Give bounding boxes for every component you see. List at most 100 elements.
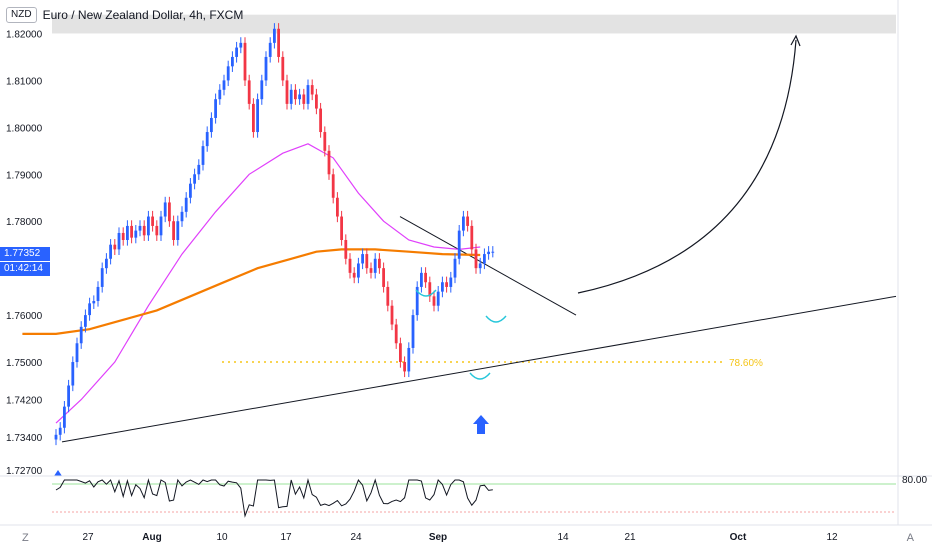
candle <box>470 220 474 256</box>
candle <box>147 210 150 241</box>
resistance-trendline[interactable] <box>399 216 577 316</box>
x-tick-label: 27 <box>82 532 94 543</box>
candle-body <box>327 150 331 175</box>
candle-body <box>210 117 213 133</box>
candle <box>336 192 339 223</box>
candle <box>121 227 125 246</box>
candle <box>399 337 402 368</box>
candle <box>75 337 79 368</box>
zoom-reset-button[interactable]: Z <box>22 532 29 544</box>
candle <box>117 227 121 256</box>
candle <box>126 220 129 246</box>
candle-body <box>365 254 369 269</box>
candle <box>189 178 192 204</box>
candle <box>130 220 133 244</box>
candle-body <box>168 202 171 222</box>
candle <box>436 286 440 312</box>
y-tick-label: 1.80000 <box>6 123 43 134</box>
candle <box>260 74 264 105</box>
candle-body <box>113 244 117 250</box>
candle-body <box>63 406 66 428</box>
candle <box>210 112 213 138</box>
candle <box>373 253 377 279</box>
candle-body <box>394 324 398 344</box>
blue-up-arrow-icon[interactable] <box>473 415 489 434</box>
candle-body <box>403 362 406 372</box>
candle-body <box>130 225 133 238</box>
x-tick-label: 21 <box>624 532 636 543</box>
curved-arrow-up-icon[interactable] <box>577 39 797 294</box>
candle-body <box>390 305 394 325</box>
candle-body <box>373 258 377 273</box>
candle <box>315 88 318 115</box>
candle-body <box>344 240 348 259</box>
candle-body <box>487 251 490 255</box>
y-tick-label: 1.73400 <box>6 433 43 444</box>
candle <box>331 168 335 204</box>
candle <box>54 429 58 446</box>
pattern-smile-mark <box>415 289 437 297</box>
candle-body <box>268 42 272 57</box>
pattern-smile-mark <box>485 315 507 323</box>
candle <box>264 51 268 87</box>
candle <box>478 257 482 274</box>
candle <box>180 206 184 227</box>
fib-level-label: 78.60% <box>729 358 763 369</box>
resistance-zone[interactable] <box>52 14 896 34</box>
support-trendline[interactable] <box>61 295 897 443</box>
candle-body <box>205 132 209 147</box>
candle-body <box>449 277 453 287</box>
candle <box>344 234 348 265</box>
candle-body <box>285 80 289 104</box>
x-tick-label: 17 <box>280 532 292 543</box>
candle-body <box>319 108 322 133</box>
candle <box>369 262 373 279</box>
candle <box>163 196 167 223</box>
candle-body <box>302 94 306 104</box>
candle <box>239 37 243 54</box>
candle <box>79 321 83 349</box>
candle-body <box>75 343 79 363</box>
pattern-marks <box>415 289 507 380</box>
candle <box>247 74 251 110</box>
candle-body <box>340 216 343 240</box>
candle-body <box>277 28 280 57</box>
candle <box>462 210 465 237</box>
chart-header: NZD Euro / New Zealand Dollar, 4h, FXCM <box>6 6 243 24</box>
candle <box>378 253 381 274</box>
candle <box>386 281 390 312</box>
candle-body <box>147 216 150 236</box>
candle-body <box>138 225 142 231</box>
candle-body <box>281 56 285 81</box>
candle <box>357 257 360 284</box>
candle-body <box>235 47 238 57</box>
currency-badge[interactable]: NZD <box>6 7 37 23</box>
candle-body <box>474 249 478 269</box>
candle-body <box>415 286 419 316</box>
candle <box>390 300 394 331</box>
oscillator-line <box>55 478 493 518</box>
candle-body <box>428 282 432 297</box>
candle <box>222 74 226 96</box>
candle <box>155 220 159 241</box>
candle-body <box>306 85 310 104</box>
candle <box>420 267 423 293</box>
candle <box>193 168 196 190</box>
candle-body <box>323 132 327 151</box>
candle <box>67 379 70 413</box>
candle-body <box>142 225 146 236</box>
candle <box>138 220 142 237</box>
candle-body <box>478 263 482 269</box>
candle <box>226 60 230 87</box>
candle <box>424 267 427 288</box>
candle <box>483 248 486 270</box>
y-tick-label: 1.75000 <box>6 358 43 369</box>
x-tick-label: Aug <box>142 532 161 543</box>
candle <box>319 102 322 138</box>
candle-body <box>256 99 259 133</box>
candle-body <box>352 272 356 278</box>
auto-scale-button[interactable]: A <box>906 532 914 544</box>
candle <box>205 126 209 152</box>
